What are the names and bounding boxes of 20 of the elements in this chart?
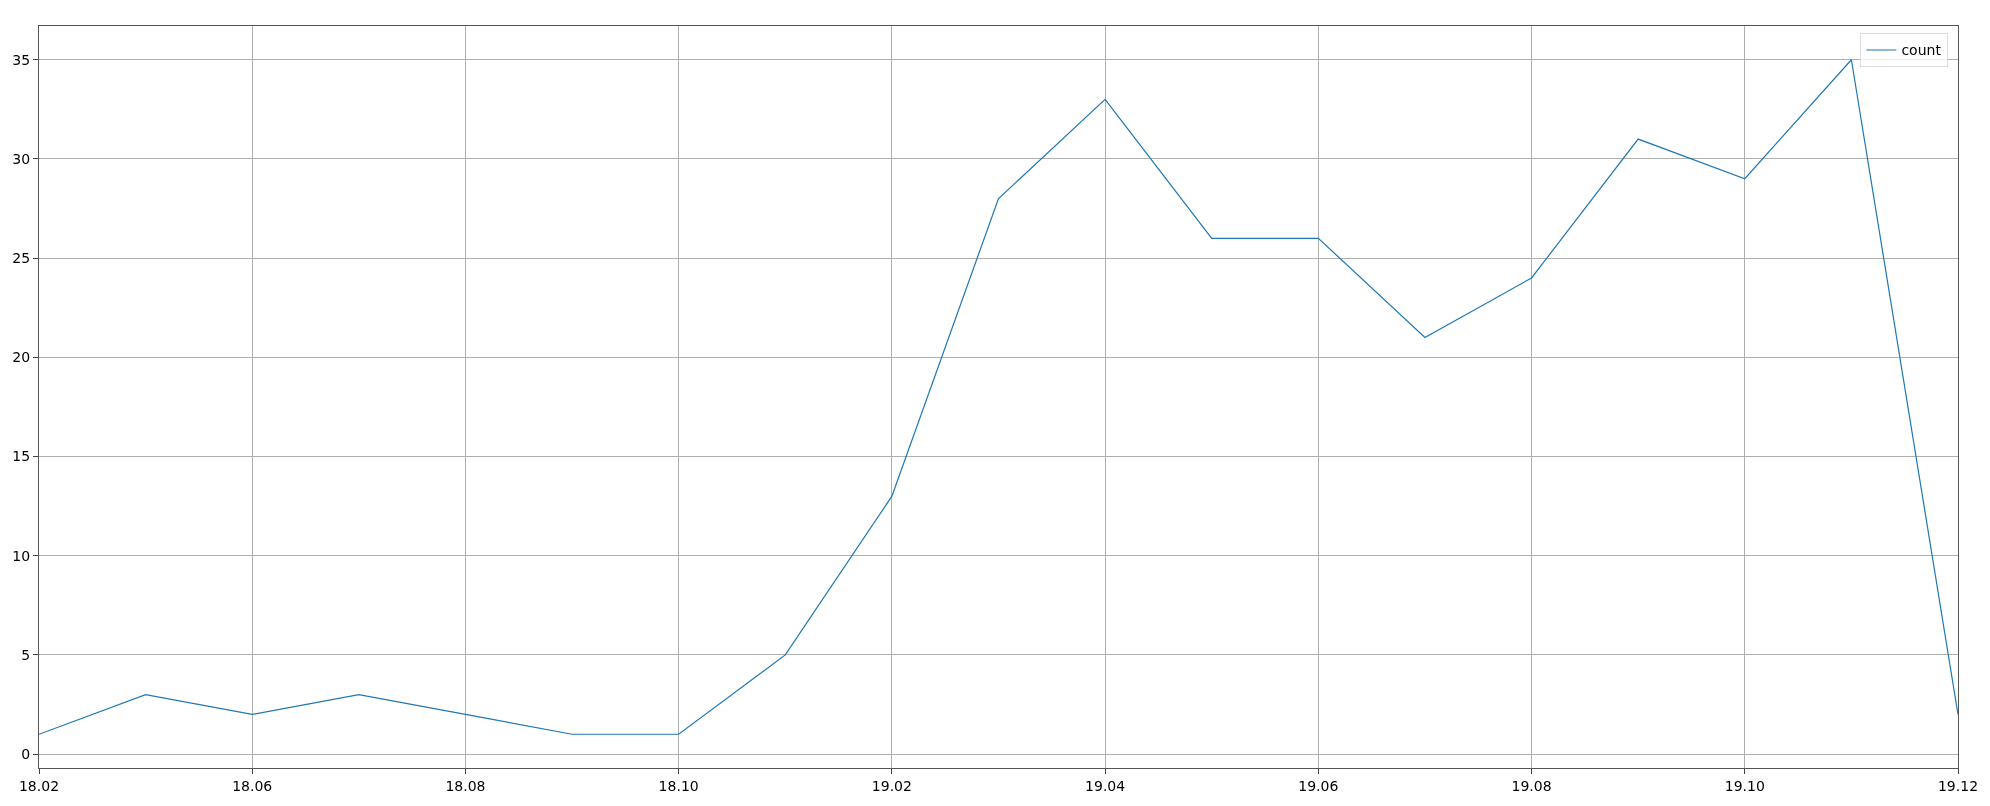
x-tick-label: 19.08 (1511, 777, 1552, 794)
y-tick-label: 25 (12, 250, 31, 267)
legend-label: count (1901, 42, 1942, 59)
x-tick-label: 19.06 (1298, 777, 1339, 794)
x-tick-label: 18.08 (445, 777, 486, 794)
x-tick-label: 19.10 (1724, 777, 1765, 794)
x-tick-label: 19.04 (1085, 777, 1126, 794)
x-tick-label: 19.02 (871, 777, 912, 794)
line-series (39, 59, 1958, 735)
x-tick-label: 19.12 (1937, 777, 1979, 794)
y-tick-label: 0 (21, 746, 31, 763)
y-tick-label: 30 (12, 150, 31, 167)
y-tick-label: 15 (12, 448, 31, 465)
x-tick-label: 18.10 (658, 777, 699, 794)
x-tick-label: 18.06 (232, 777, 273, 794)
y-tick-label: 35 (12, 51, 31, 68)
x-tick-label: 18.02 (18, 777, 60, 794)
y-tick-label: 20 (12, 349, 31, 366)
y-tick-label: 10 (12, 547, 31, 564)
y-tick-label: 5 (21, 646, 31, 663)
